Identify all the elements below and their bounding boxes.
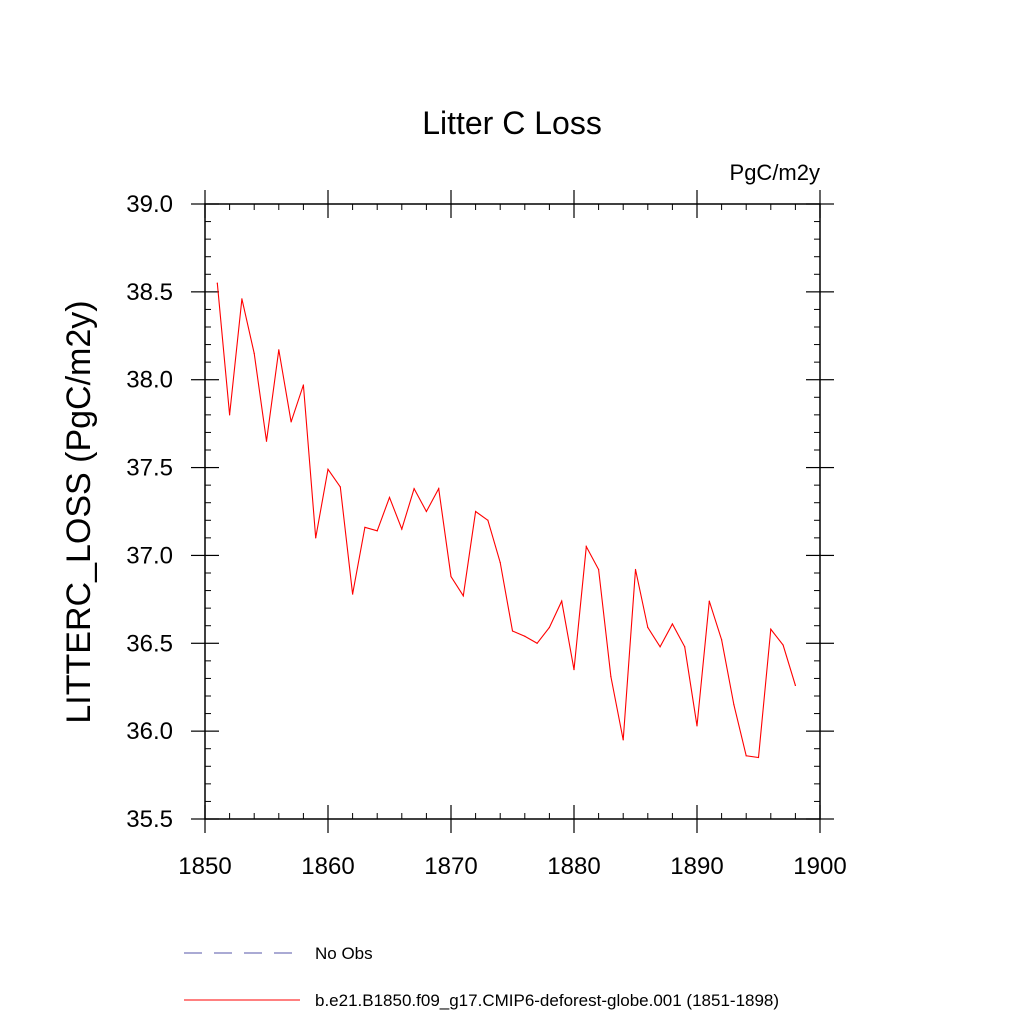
minor-ticks: [205, 204, 820, 819]
data-point: [794, 684, 797, 687]
data-point: [585, 546, 587, 548]
data-point: [524, 635, 526, 637]
data-point: [536, 642, 538, 644]
data-point: [315, 537, 317, 539]
legend-label-series: b.e21.B1850.f09_g17.CMIP6-deforest-globe…: [315, 991, 779, 1010]
data-point: [302, 384, 304, 386]
data-point: [438, 488, 440, 490]
data-point: [253, 352, 255, 354]
data-point: [671, 623, 674, 625]
data-point: [598, 568, 600, 571]
units-label: PgC/m2y: [730, 160, 820, 185]
data-point: [388, 496, 391, 499]
data-point: [757, 756, 760, 759]
data-point: [684, 646, 686, 648]
data-point: [462, 595, 464, 597]
legend-label-no-obs: No Obs: [315, 944, 373, 963]
data-point: [511, 630, 514, 632]
data-point: [352, 593, 354, 595]
data-point: [745, 755, 747, 757]
y-tick-label: 35.5: [126, 806, 173, 833]
data-point: [413, 488, 415, 490]
data-point: [782, 644, 784, 646]
data-point: [708, 600, 710, 602]
data-point: [610, 676, 612, 678]
data-point: [278, 349, 280, 351]
data-point: [475, 510, 477, 513]
legend: No Obs b.e21.B1850.f09_g17.CMIP6-defores…: [184, 944, 779, 1010]
y-tick-label: 37.5: [126, 455, 173, 482]
data-point: [721, 639, 723, 641]
data-point: [216, 282, 218, 284]
x-tick-label: 1900: [793, 853, 846, 880]
data-point: [487, 519, 489, 521]
data-point: [499, 561, 501, 564]
x-tick-label: 1860: [301, 853, 354, 880]
data-point: [647, 626, 649, 629]
data-point: [265, 440, 268, 442]
data-point: [339, 486, 341, 488]
data-point: [733, 704, 735, 706]
data-point: [327, 468, 329, 470]
data-point: [290, 421, 292, 423]
y-tick-label: 39.0: [126, 191, 173, 218]
data-point: [573, 669, 575, 671]
data-point: [770, 628, 772, 630]
chart-title: Litter C Loss: [422, 105, 602, 141]
data-point: [548, 626, 551, 629]
y-tick-label: 38.0: [126, 367, 173, 394]
x-tick-label: 1850: [178, 853, 231, 880]
plot-frame: [204, 203, 821, 820]
x-tick-labels: 1850 1860 1870 1880 1890 1900: [178, 853, 846, 880]
data-point: [634, 568, 637, 571]
data-point: [659, 646, 661, 648]
major-ticks: [191, 190, 834, 833]
x-tick-label: 1890: [670, 853, 723, 880]
y-tick-label: 37.0: [126, 542, 173, 569]
data-point: [450, 575, 452, 578]
y-tick-label: 36.0: [126, 718, 173, 745]
y-axis-label: LITTERC_LOSS (PgC/m2y): [60, 300, 98, 723]
y-tick-label: 38.5: [126, 279, 173, 306]
data-point: [425, 510, 427, 513]
data-point: [696, 725, 698, 727]
y-tick-labels: 35.5 36.0 36.5 37.0 37.5 38.0 38.5 39.0: [126, 191, 173, 833]
series-line: [216, 283, 796, 759]
x-tick-label: 1880: [547, 853, 600, 880]
y-tick-label: 36.5: [126, 630, 173, 657]
data-point: [229, 414, 231, 416]
data-point: [401, 528, 403, 530]
series-layer: [216, 282, 797, 759]
data-point: [364, 526, 366, 528]
data-point: [622, 739, 624, 741]
data-point: [241, 298, 243, 300]
data-point: [376, 530, 378, 532]
x-tick-label: 1870: [424, 853, 477, 880]
data-point: [561, 600, 563, 602]
